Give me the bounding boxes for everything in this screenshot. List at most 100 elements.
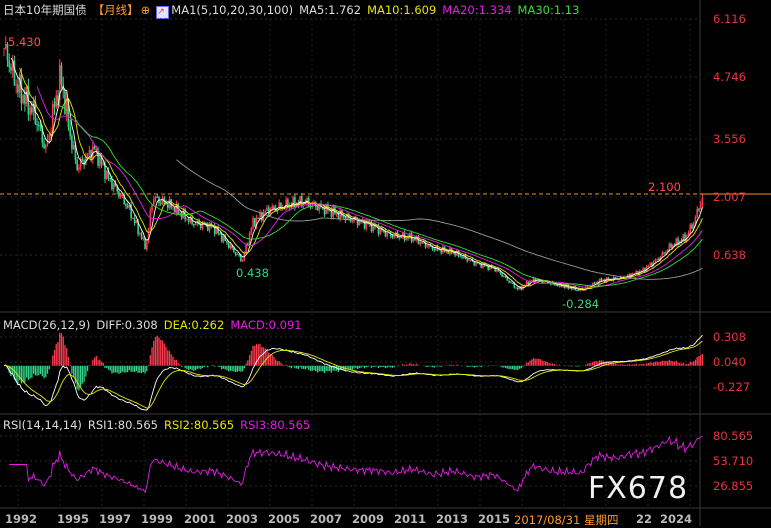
candle (287, 199, 289, 209)
candle (692, 223, 695, 229)
candle (36, 123, 38, 125)
candle (539, 280, 542, 282)
candle (689, 224, 692, 233)
candle (598, 278, 601, 284)
candle (271, 206, 274, 210)
candle (694, 216, 697, 224)
candle (254, 218, 256, 227)
candle (161, 197, 164, 204)
candle (10, 67, 12, 71)
candle (543, 282, 545, 284)
macd-dea-line (3, 340, 703, 409)
candle (503, 275, 505, 277)
period-selector[interactable]: 【月线】 (92, 3, 139, 17)
candle (355, 217, 357, 219)
time-axis-label: 2009 (352, 512, 385, 526)
candle (65, 99, 68, 115)
candle (198, 221, 200, 225)
candle (111, 179, 113, 190)
candle (591, 282, 594, 287)
ma30-value: MA30:1.13 (517, 3, 580, 17)
candle (213, 225, 216, 235)
candle (426, 246, 429, 248)
candle (125, 204, 127, 206)
candle (637, 271, 639, 275)
candle (414, 238, 416, 241)
candle (515, 287, 517, 289)
candle (396, 232, 399, 239)
candle (109, 177, 112, 180)
candle (489, 265, 491, 270)
candle (257, 217, 260, 219)
candle (361, 219, 364, 222)
candle (583, 289, 585, 291)
candle (95, 149, 98, 151)
candle (294, 197, 296, 208)
candle (6, 44, 9, 61)
candle (220, 233, 223, 242)
candle (449, 247, 451, 255)
ma-chart-icon[interactable]: ↗ (156, 6, 170, 19)
candle (435, 246, 437, 251)
candle (365, 221, 368, 229)
candle (475, 262, 477, 266)
candle (666, 249, 669, 253)
candle (647, 265, 650, 267)
candle (11, 60, 14, 71)
candle (259, 212, 261, 219)
candle (112, 183, 115, 190)
candle (496, 269, 498, 272)
candle (245, 244, 247, 253)
ma10-line (19, 68, 703, 290)
candle (3, 48, 5, 50)
candle (247, 244, 249, 246)
time-axis-label: 1995 (57, 512, 90, 526)
candle (635, 271, 638, 274)
candle (74, 144, 77, 160)
candle (492, 267, 495, 269)
candle (334, 206, 336, 214)
candle (405, 236, 408, 241)
candle (266, 207, 268, 211)
candle (292, 197, 294, 208)
candle (698, 208, 700, 210)
candle (201, 223, 204, 229)
candle (200, 224, 202, 229)
time-axis-label: 2013 (436, 512, 469, 526)
candle (98, 156, 101, 166)
candle (626, 275, 629, 277)
candle (154, 196, 157, 199)
candle (86, 153, 89, 157)
candle (436, 246, 439, 250)
candle (224, 235, 226, 241)
candle (233, 248, 235, 253)
candle (180, 212, 183, 218)
candle (255, 217, 258, 227)
candle (421, 242, 423, 244)
candle (487, 265, 489, 270)
candle (452, 252, 455, 254)
candle (301, 195, 303, 206)
candle (482, 263, 484, 268)
candle (215, 227, 218, 235)
candle (570, 287, 573, 290)
ma10-value: MA10:1.609 (367, 3, 437, 17)
candle (651, 263, 653, 266)
candle (595, 281, 597, 284)
crosshair-icon[interactable]: ⊕ (140, 3, 151, 17)
candle (140, 233, 143, 239)
candle (45, 144, 47, 149)
candle (139, 233, 141, 235)
rsi2-value: RSI2:80.565 (164, 418, 235, 432)
candle (600, 278, 603, 281)
candle (67, 99, 70, 127)
candle (41, 127, 44, 143)
candle (506, 277, 509, 281)
candle (665, 252, 667, 254)
candle (152, 198, 155, 205)
candle (276, 208, 279, 211)
candle (97, 149, 99, 166)
candle (69, 126, 71, 136)
candle (377, 225, 380, 235)
